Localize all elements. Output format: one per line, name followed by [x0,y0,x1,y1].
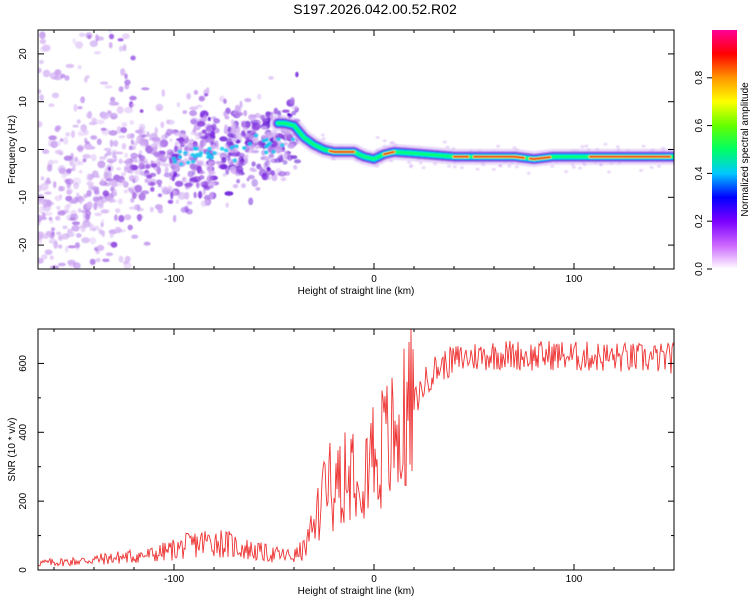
spectral-ridge-layer [275,120,674,163]
spectrogram-ytick-label: 10 [18,96,29,108]
snr-xlabel: Height of straight line (km) [298,586,415,597]
colorbar-gradient [712,30,737,269]
spectral-peak-core [473,155,525,159]
colorbar-tick-label: 0.4 [694,166,705,180]
snr-ytick-label: 600 [18,355,29,372]
spectral-peak-core [329,150,355,153]
spectrogram-ytick-label: -10 [18,190,29,205]
colorbar-tick-label: 0.8 [694,70,705,84]
spectrogram-xlabel: Height of straight line (km) [298,286,415,297]
spectrogram-ytick-label: -20 [18,237,29,252]
colorbar-tick-label: 0.0 [694,262,705,276]
figure-title: S197.2026.042.00.52.R02 [293,1,457,17]
spectral-peak-core [383,151,395,156]
colorbar-label: Normalized spectral amplitude [740,82,750,217]
spectrogram-xtick-label: 100 [566,274,583,285]
snr-series-line [38,329,674,567]
spectrogram-xtick-label: -100 [164,274,184,285]
snr-ytick-label: 200 [18,492,29,509]
snr-xtick-label: 100 [566,574,583,585]
snr-xtick-label: -100 [164,574,184,585]
spectrogram-ylabel: Frequency (Hz) [7,115,18,184]
spectral-peak-core [529,156,551,160]
colorbar-tick-label: 0.2 [694,214,705,228]
spectrogram-xtick-label: 0 [371,274,377,285]
spectrogram-ytick-label: 0 [18,146,29,152]
snr-xtick-label: 0 [371,574,377,585]
colorbar: 0.0 0.2 0.4 0.6 0.8 Normalized spectral ampli… [694,30,750,276]
colorbar-tick-label: 0.6 [694,118,705,132]
snr-ylabel: SNR (10 * v/v) [7,418,18,482]
snr-frame [37,328,675,571]
snr-ytick-label: 400 [18,424,29,441]
snr-ytick-label: 0 [18,567,29,573]
snr-panel: -100 0 100 0 200 400 600 Height of straight lin… [7,328,675,597]
spectrogram-ytick-label: 20 [18,48,29,60]
spectrogram-blobs [38,30,674,269]
